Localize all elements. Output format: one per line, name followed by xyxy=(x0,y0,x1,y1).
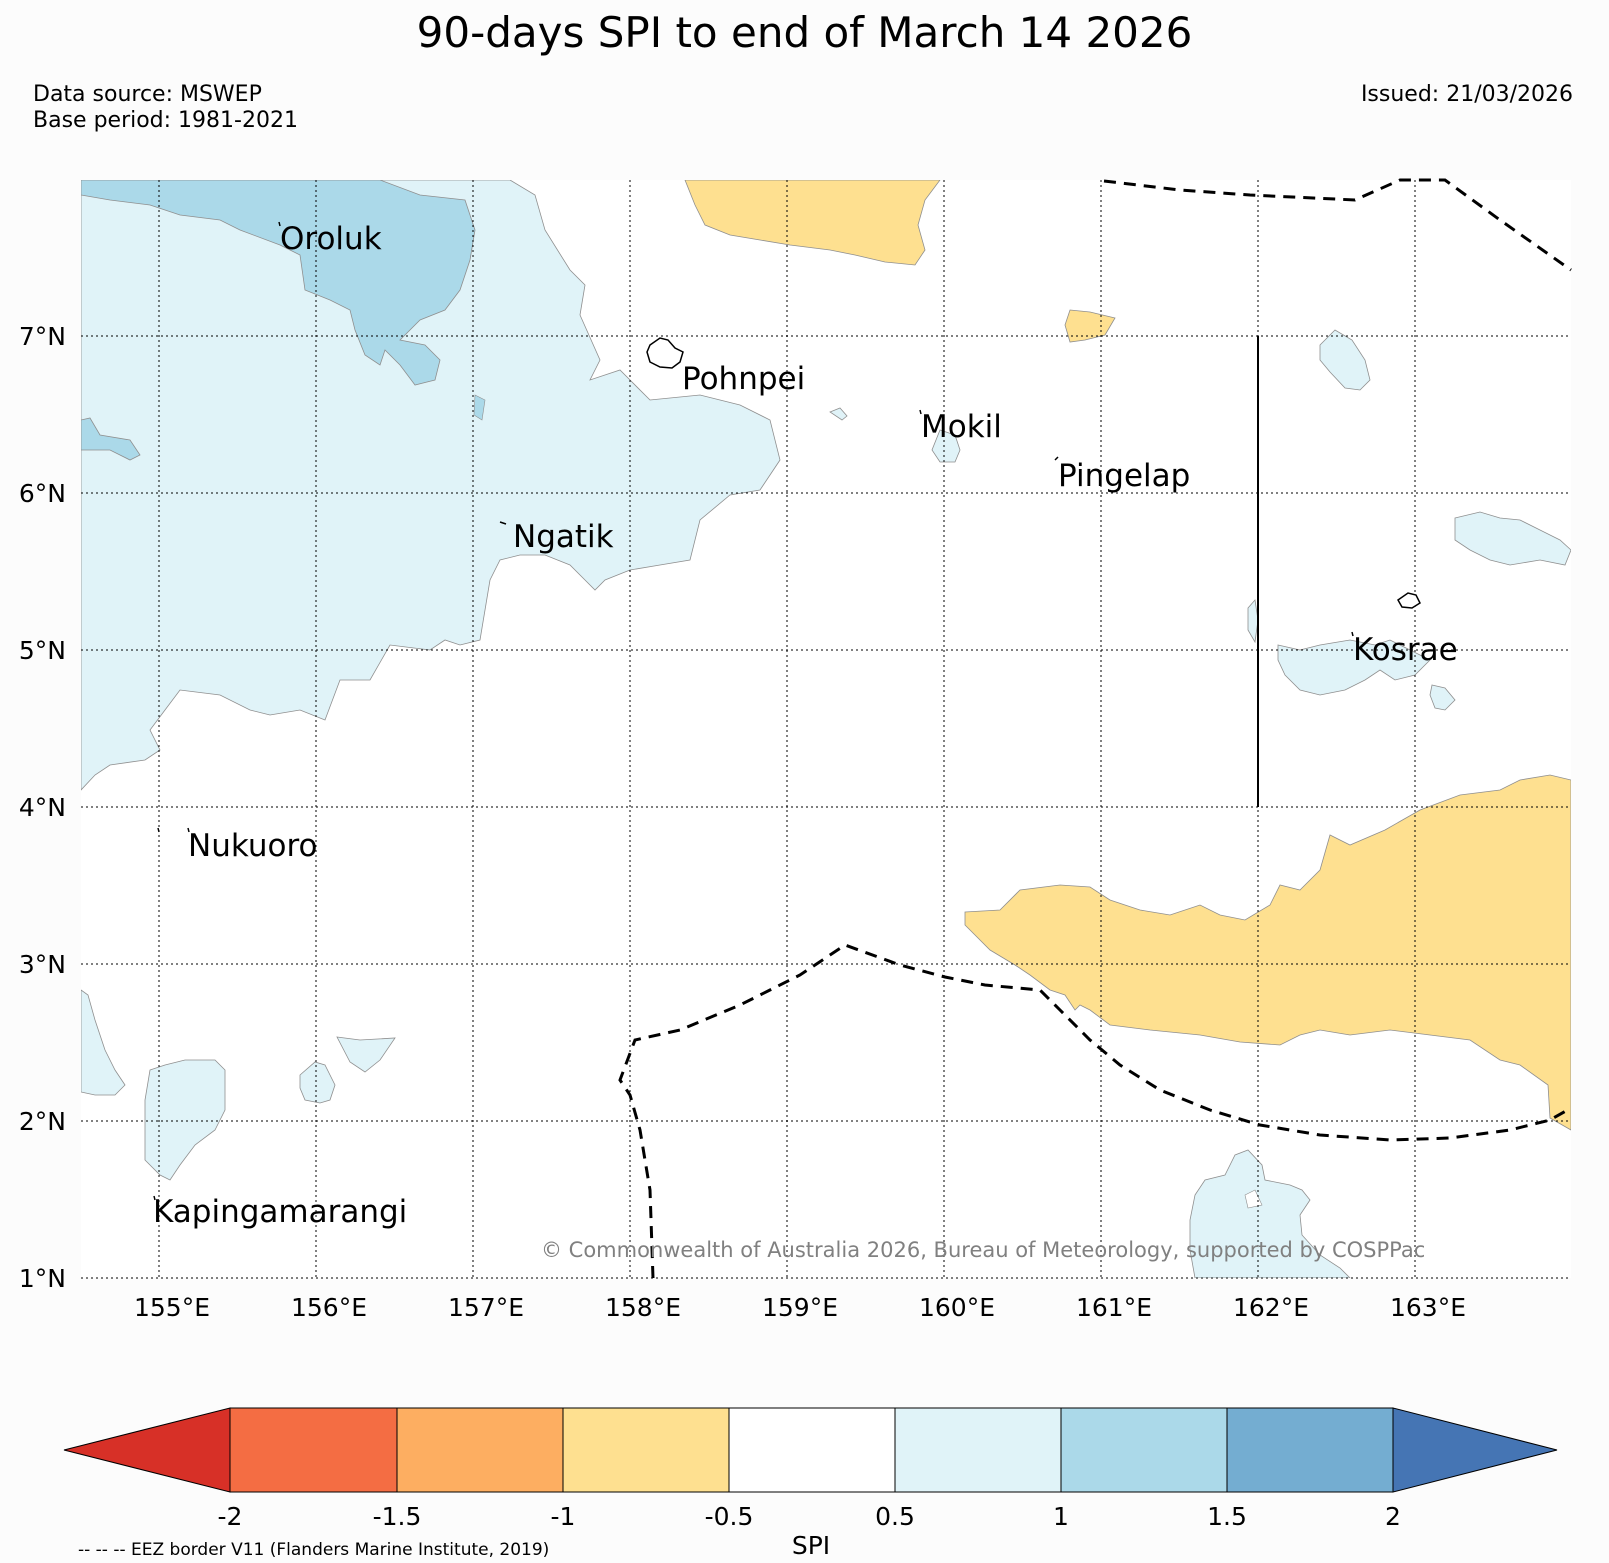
colorbar-bin-m1-m05 xyxy=(562,1407,730,1493)
lon-tick-158e: 158°E xyxy=(605,1293,681,1322)
colorbar-tick: 0.5 xyxy=(875,1502,915,1531)
lon-tick-160e: 160°E xyxy=(919,1293,995,1322)
spi-patch-dry-small xyxy=(1064,309,1116,343)
colorbar-extend-high xyxy=(1392,1407,1558,1493)
eez-borders xyxy=(618,178,1572,1279)
lat-tick-3n: 3°N xyxy=(19,950,66,979)
lon-tick-156e: 156°E xyxy=(291,1293,367,1322)
colorbar-tick: -1.5 xyxy=(373,1502,422,1531)
lon-tick-162e: 162°E xyxy=(1233,1293,1309,1322)
issued-date: Issued: 21/03/2026 xyxy=(1360,82,1573,107)
colorbar-tick: -0.5 xyxy=(705,1502,754,1531)
lat-tick-6n: 6°N xyxy=(19,479,66,508)
lon-tick-157e: 157°E xyxy=(448,1293,524,1322)
spi-patch-sliver xyxy=(1247,599,1259,644)
spi-region-dry-north xyxy=(684,180,941,266)
colorbar-tick: 1.5 xyxy=(1207,1502,1247,1531)
colorbar-tick: 2 xyxy=(1385,1502,1401,1531)
colorbar-bin-05-1 xyxy=(894,1407,1062,1493)
island-label-nukuoro: Nukuoro xyxy=(188,828,317,864)
spi-patch-sw-kapinga xyxy=(144,1059,226,1181)
colorbar-bin-m05-05 xyxy=(728,1407,896,1493)
spi-region-wetter-oroluk xyxy=(81,180,476,386)
kosrae-outline xyxy=(1397,592,1421,609)
spi-patch-sw-3 xyxy=(336,1036,396,1073)
colorbar-label: SPI xyxy=(792,1531,830,1560)
lat-tick-2n: 2°N xyxy=(19,1107,66,1136)
spi-patch-sw-1 xyxy=(81,989,126,1096)
colorbar-bin-m15-m1 xyxy=(396,1407,564,1493)
spi-patch-south-center xyxy=(1189,1149,1351,1278)
spi-patch-mokil xyxy=(931,429,961,463)
spi-patch-east-1 xyxy=(1319,329,1371,391)
spi-patch-sw-2 xyxy=(299,1061,336,1104)
colorbar-bin-15-2 xyxy=(1226,1407,1394,1493)
colorbar-ticks: -2 -1.5 -1 -0.5 0.5 1 1.5 2 xyxy=(218,1502,1401,1531)
colorbar-tick: -1 xyxy=(551,1502,576,1531)
lon-tick-161e: 161°E xyxy=(1076,1293,1152,1322)
spi-patch-south-hole xyxy=(1244,1189,1263,1209)
island-label-pingelap: Pingelap xyxy=(1058,458,1190,494)
spi-patch-kosrae xyxy=(1277,639,1431,696)
spi-fields xyxy=(81,180,1571,1278)
lat-tick-4n: 4°N xyxy=(19,793,66,822)
lon-tick-163e: 163°E xyxy=(1390,1293,1466,1322)
map-title: 90-days SPI to end of March 14 2026 xyxy=(416,8,1193,57)
lat-tick-5n: 5°N xyxy=(19,636,66,665)
lon-tick-159e: 159°E xyxy=(762,1293,838,1322)
lat-tick-7n: 7°N xyxy=(19,322,66,351)
pohnpei-outline xyxy=(646,337,684,369)
base-period-text: Base period: 1981-2021 xyxy=(33,108,298,133)
spi-patch-east-2 xyxy=(1454,511,1571,566)
atoll-marks xyxy=(153,221,1354,1201)
data-source-text: Data source: MSWEP xyxy=(33,82,262,107)
island-label-kapingamarangi: Kapingamarangi xyxy=(153,1194,407,1230)
eez-legend-note: -- -- -- EEZ border V11 (Flanders Marine… xyxy=(78,1540,549,1560)
island-label-oroluk: Oroluk xyxy=(280,221,382,257)
colorbar-bin-1-15 xyxy=(1060,1407,1228,1493)
spi-patch-west-blue xyxy=(81,417,141,461)
island-label-kosrae: Kosrae xyxy=(1353,632,1458,668)
island-label-mokil: Mokil xyxy=(921,409,1002,445)
island-label-ngatik: Ngatik xyxy=(513,519,614,555)
colorbar-extend-low xyxy=(63,1407,231,1493)
colorbar-tick: 1 xyxy=(1053,1502,1069,1531)
spi-region-dry-southeast xyxy=(964,774,1571,1131)
spi-patch-tiny xyxy=(829,407,848,421)
colorbar xyxy=(63,1407,1558,1493)
spi-patch-kosrae-south xyxy=(1429,684,1456,711)
spi-region-wet-west xyxy=(81,180,781,791)
lat-tick-1n: 1°N xyxy=(19,1264,66,1293)
spi-patch-small-lake xyxy=(473,394,486,421)
colorbar-tick: -2 xyxy=(218,1502,243,1531)
colorbar-bin-m2-m15 xyxy=(229,1407,398,1493)
copyright-notice: © Commonwealth of Australia 2026, Bureau… xyxy=(541,1238,1425,1262)
island-label-pohnpei: Pohnpei xyxy=(682,361,805,397)
lon-tick-155e: 155°E xyxy=(134,1293,210,1322)
data-info: Data source: MSWEP Base period: 1981-202… xyxy=(33,82,298,134)
lat-tick-labels: 7°N 6°N 5°N 4°N 3°N 2°N 1°N xyxy=(19,322,66,1293)
lon-tick-labels: 155°E 156°E 157°E 158°E 159°E 160°E 161°… xyxy=(134,1293,1466,1322)
